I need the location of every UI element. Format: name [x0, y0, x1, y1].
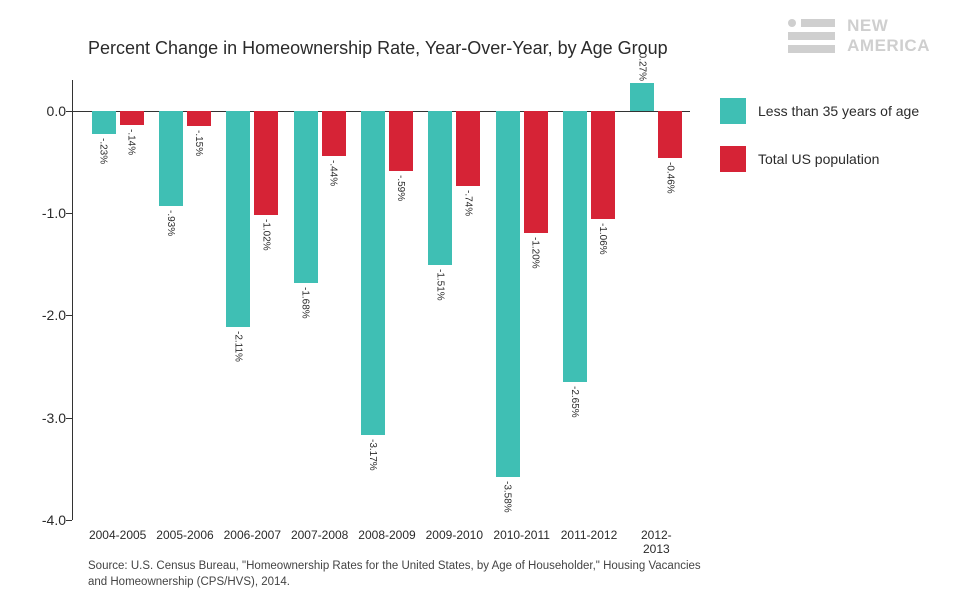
bar-value-label: -.93% [165, 210, 176, 236]
legend-swatch [720, 146, 746, 172]
logo-line1: NEW [847, 16, 930, 36]
bar-value-label: -1.20% [530, 237, 541, 269]
bar-value-label: -1.02% [260, 219, 271, 251]
bar [92, 111, 116, 135]
x-tick-label: 2005-2006 [156, 528, 213, 542]
bar [159, 111, 183, 206]
bar [322, 111, 346, 156]
bar [120, 111, 144, 125]
chart-plot-area: 0.0-1.0-2.0-3.0-4.02004-2005-.23%-.14%20… [72, 80, 690, 520]
logo-line2: AMERICA [847, 36, 930, 56]
y-tick [66, 111, 72, 112]
bar-value-label: -3.17% [367, 439, 378, 471]
bar [630, 83, 654, 111]
chart-title: Percent Change in Homeownership Rate, Ye… [88, 38, 668, 59]
x-tick-label: 2010-2011 [493, 528, 550, 542]
bar [294, 111, 318, 283]
y-tick-label: -1.0 [26, 205, 66, 221]
bar [254, 111, 278, 215]
x-tick-label: 2007-2008 [291, 528, 348, 542]
bar [187, 111, 211, 126]
bar [524, 111, 548, 234]
bar-value-label: -1.51% [434, 269, 445, 301]
y-tick-label: -4.0 [26, 512, 66, 528]
y-tick [66, 213, 72, 214]
bar [563, 111, 587, 382]
bar [496, 111, 520, 477]
y-tick [66, 315, 72, 316]
x-tick-label: 2006-2007 [224, 528, 281, 542]
x-tick-label: 2012-2013 [639, 528, 673, 556]
y-axis [72, 80, 73, 520]
bar [456, 111, 480, 187]
x-tick-label: 2004-2005 [89, 528, 146, 542]
bar-value-label: -.15% [193, 130, 204, 156]
logo-text: NEW AMERICA [847, 16, 930, 55]
legend-item: Total US population [720, 146, 919, 172]
bar-value-label: -0.46% [664, 162, 675, 194]
x-tick-label: 2011-2012 [561, 528, 618, 542]
bar-value-label: -3.58% [502, 481, 513, 513]
x-tick-label: 2009-2010 [426, 528, 483, 542]
y-tick [66, 418, 72, 419]
bar-value-label: -2.11% [232, 331, 243, 362]
logo-mark [788, 19, 835, 53]
bar-value-label: -.74% [462, 190, 473, 216]
x-tick-label: 2008-2009 [358, 528, 415, 542]
bar [226, 111, 250, 327]
legend-item: Less than 35 years of age [720, 98, 919, 124]
bar-value-label: -.23% [98, 138, 109, 164]
bar-value-label: -2.65% [569, 386, 580, 418]
bar [361, 111, 385, 435]
bar-value-label: -1.68% [300, 287, 311, 319]
bar-value-label: -.14% [126, 129, 137, 155]
bar [428, 111, 452, 266]
legend-swatch [720, 98, 746, 124]
brand-logo: NEW AMERICA [788, 16, 930, 55]
y-tick [66, 520, 72, 521]
y-tick-label: -3.0 [26, 410, 66, 426]
y-tick-label: -2.0 [26, 307, 66, 323]
y-tick-label: 0.0 [26, 103, 66, 119]
bar [389, 111, 413, 171]
bar [658, 111, 682, 158]
legend-label: Total US population [758, 151, 879, 167]
bar-value-label: 0.27% [636, 53, 647, 81]
bar-value-label: -.44% [328, 160, 339, 186]
bar-value-label: -.59% [395, 175, 406, 201]
legend: Less than 35 years of age Total US popul… [720, 98, 919, 194]
bar-value-label: -1.06% [597, 223, 608, 255]
legend-label: Less than 35 years of age [758, 103, 919, 119]
source-citation: Source: U.S. Census Bureau, "Homeownersh… [88, 558, 718, 591]
bar [591, 111, 615, 219]
